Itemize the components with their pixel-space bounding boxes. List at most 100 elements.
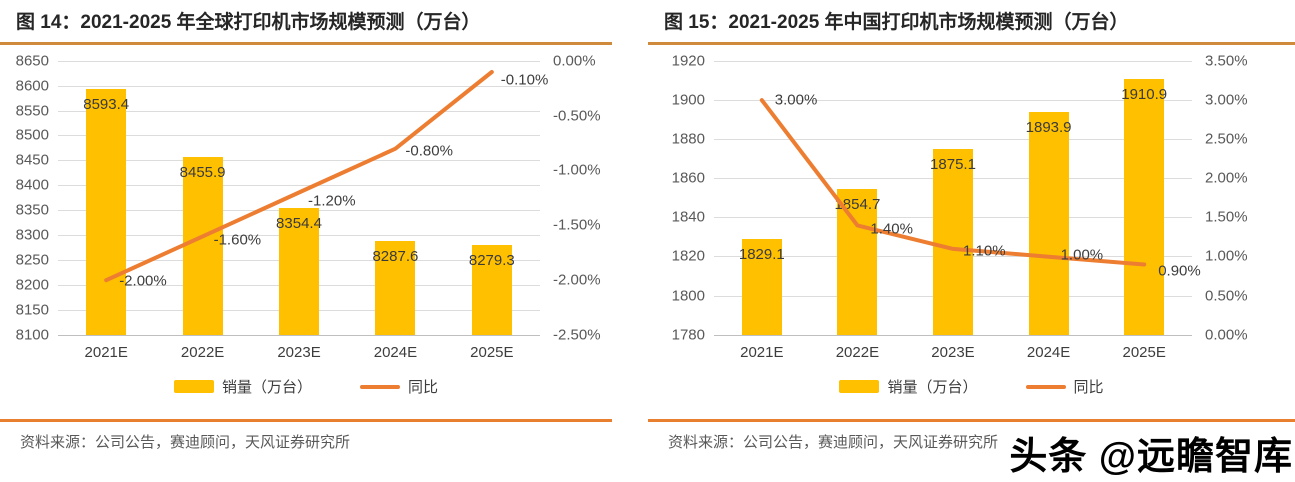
line-value-label: 3.00% xyxy=(774,91,818,109)
legend-label-yoy: 同比 xyxy=(408,379,439,397)
plot-area: 8593.4 8455.9 8354.4 8287.6 8279.3 -2.00% -1.6… xyxy=(58,60,548,336)
legend-item-sales: 销量（万台） xyxy=(173,376,312,397)
x-tick-label: 2024E xyxy=(1026,343,1071,361)
x-axis: 2021E 2022E 2023E 2024E 2025E xyxy=(714,335,1192,361)
line-value-label: -2.00% xyxy=(119,272,167,290)
y-axis-left: 8650 8600 8550 8500 8450 8400 8350 8300 8250 8200… xyxy=(0,52,58,343)
gridline xyxy=(58,185,540,187)
y-right-tick-label: 0.50% xyxy=(1205,287,1248,305)
bar-swatch-icon xyxy=(839,380,880,394)
y-right-tick-label: 0.00% xyxy=(1205,326,1248,344)
legend: 销量（万台） 同比 xyxy=(648,375,1295,399)
gridline xyxy=(58,60,540,62)
gridline xyxy=(714,60,1192,62)
legend-item-sales: 销量（万台） xyxy=(839,376,978,397)
source-divider xyxy=(648,418,1295,422)
y-left-tick-label: 1820 xyxy=(671,247,705,265)
y-right-tick-label: -0.50% xyxy=(553,107,601,125)
gridline xyxy=(58,135,540,137)
x-tick-label: 2025E xyxy=(470,343,514,361)
bar-value-label: 8455.9 xyxy=(179,164,226,182)
title-divider xyxy=(0,41,612,45)
x-tick-label: 2023E xyxy=(277,343,321,361)
gridline xyxy=(58,85,540,87)
bar xyxy=(741,238,782,335)
figure-global-printer-forecast: 图 14：2021-2025 年全球打印机市场规模预测（万台） 8650 8600… xyxy=(0,0,612,452)
y-right-tick-label: 1.50% xyxy=(1205,208,1248,226)
y-left-tick-label: 8350 xyxy=(15,201,49,219)
y-left-tick-label: 1920 xyxy=(671,52,705,70)
bar-value-label: 1829.1 xyxy=(738,245,785,263)
bar-swatch-icon xyxy=(173,380,214,394)
y-left-tick-label: 1840 xyxy=(671,208,705,226)
bar xyxy=(837,188,878,335)
y-right-tick-label: -1.50% xyxy=(553,216,601,234)
line-value-label: -0.10% xyxy=(500,71,549,89)
y-left-tick-label: 8650 xyxy=(15,52,49,70)
line-value-label: 1.40% xyxy=(870,220,913,238)
legend-label-sales: 销量（万台） xyxy=(221,379,312,397)
bar-value-label: 8593.4 xyxy=(83,95,130,113)
bar xyxy=(1124,78,1165,335)
chart-china: 1920 1900 1880 1860 1840 1820 1800 1780 1829.1 1… xyxy=(648,45,1295,361)
x-tick-label: 2021E xyxy=(84,343,128,361)
y-left-tick-label: 8150 xyxy=(15,301,49,319)
y-left-tick-label: 1880 xyxy=(671,130,705,148)
bar xyxy=(1028,111,1069,335)
source-note: 资料来源：公司公告，赛迪顾问，天风证券研究所 xyxy=(668,433,999,451)
gridline xyxy=(58,110,540,112)
y-right-tick-label: -2.00% xyxy=(553,271,601,289)
source-divider xyxy=(0,418,612,422)
legend-label-sales: 销量（万台） xyxy=(887,379,978,397)
y-axis-right: 3.50% 3.00% 2.50% 2.00% 1.50% 1.00% 0.50% 0.00% xyxy=(1192,52,1295,343)
y-left-tick-label: 8550 xyxy=(15,102,49,120)
bar-value-label: 1875.1 xyxy=(930,155,976,173)
legend-label-yoy: 同比 xyxy=(1073,379,1104,397)
legend-item-yoy: 同比 xyxy=(360,376,438,397)
line-value-label: 0.90% xyxy=(1158,262,1201,280)
yoy-line-series xyxy=(759,97,1147,267)
gridline xyxy=(58,160,540,162)
title-divider xyxy=(648,41,1295,45)
x-axis: 2021E 2022E 2023E 2024E 2025E xyxy=(58,335,540,361)
plot-area: 1829.1 1854.7 1875.1 1893.9 1910.9 3.00% 1.40%… xyxy=(714,60,1201,336)
x-tick-label: 2021E xyxy=(740,343,784,361)
bar xyxy=(86,88,127,335)
y-left-tick-label: 1780 xyxy=(671,326,705,344)
gridline xyxy=(714,334,1192,336)
y-left-tick-label: 8500 xyxy=(15,126,49,144)
line-value-label: -1.60% xyxy=(213,231,262,249)
gridline xyxy=(714,99,1192,101)
bar xyxy=(182,157,223,335)
figure-china-printer-forecast: 图 15：2021-2025 年中国打印机市场规模预测（万台） 1920 1900… xyxy=(648,0,1295,452)
y-axis-left: 1920 1900 1880 1860 1840 1820 1800 1780 xyxy=(648,52,714,343)
y-axis-right: 0.00% -0.50% -1.00% -1.50% -2.00% -2.50% xyxy=(540,52,612,343)
y-right-tick-label: 2.50% xyxy=(1205,130,1248,148)
legend-item-yoy: 同比 xyxy=(1025,376,1104,397)
figures-row: 图 14：2021-2025 年全球打印机市场规模预测（万台） 8650 8600… xyxy=(0,0,1295,452)
y-left-tick-label: 8100 xyxy=(15,326,49,344)
y-left-tick-label: 8250 xyxy=(15,251,49,269)
bar xyxy=(933,148,973,335)
figure-title: 图 15：2021-2025 年中国打印机市场规模预测（万台） xyxy=(664,12,1129,33)
y-right-tick-label: 0.00% xyxy=(553,52,596,70)
bar xyxy=(375,241,416,335)
y-right-tick-label: -1.00% xyxy=(553,161,601,179)
gridline xyxy=(58,334,540,336)
bar xyxy=(471,245,512,335)
y-right-tick-label: 1.00% xyxy=(1205,247,1248,265)
line-swatch-icon xyxy=(1025,384,1066,389)
chart-global: 8650 8600 8550 8500 8450 8400 8350 8300 8250 8200… xyxy=(0,45,612,361)
bar-value-label: 8354.4 xyxy=(276,215,322,232)
line-value-label: 1.10% xyxy=(963,242,1006,260)
x-tick-label: 2024E xyxy=(373,343,418,361)
gridline xyxy=(714,139,1192,141)
line-value-label: 1.00% xyxy=(1060,246,1104,264)
bar-value-label: 8287.6 xyxy=(372,248,419,266)
source-note: 资料来源：公司公告，赛迪顾问，天风证券研究所 xyxy=(20,433,351,451)
y-right-tick-label: 3.50% xyxy=(1205,52,1248,70)
yoy-line-series xyxy=(104,69,494,282)
bar-value-label: 1893.9 xyxy=(1025,118,1072,136)
y-left-tick-label: 8200 xyxy=(15,276,49,294)
